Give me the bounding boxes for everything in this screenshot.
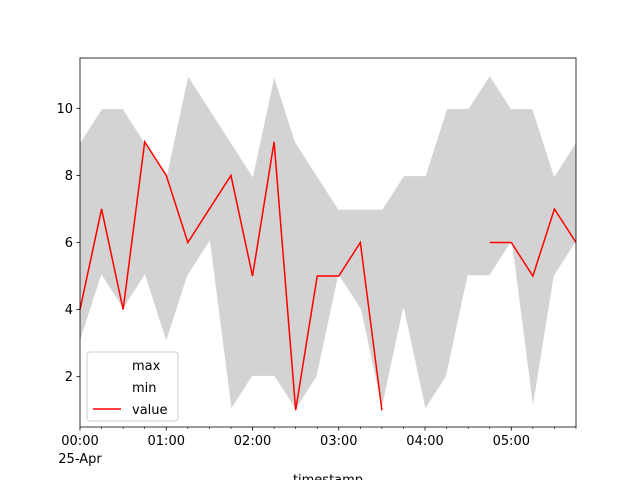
x-tick-label: 00:00 xyxy=(61,434,98,449)
x-tick-label: 04:00 xyxy=(406,434,443,449)
x-tick-label: 03:00 xyxy=(320,434,357,449)
x-axis-label: timestamp xyxy=(293,473,363,480)
y-tick-label: 10 xyxy=(56,102,73,117)
y-tick-label: 2 xyxy=(65,370,73,385)
line-value xyxy=(489,207,577,278)
legend-label: max xyxy=(132,359,161,374)
y-tick-label: 6 xyxy=(65,236,73,251)
line-value xyxy=(79,139,383,411)
y-tick-label: 4 xyxy=(65,303,73,318)
y-tick-label: 8 xyxy=(65,169,73,184)
legend-label: value xyxy=(132,403,168,418)
legend-label: min xyxy=(132,381,157,396)
x-tick-label: 02:00 xyxy=(234,434,271,449)
x-tick-label: 01:00 xyxy=(148,434,185,449)
x-date-label: 25-Apr xyxy=(58,452,102,467)
band xyxy=(80,74,576,411)
x-tick-label: 05:00 xyxy=(493,434,530,449)
line-min xyxy=(79,240,577,413)
legend-box xyxy=(86,351,179,422)
